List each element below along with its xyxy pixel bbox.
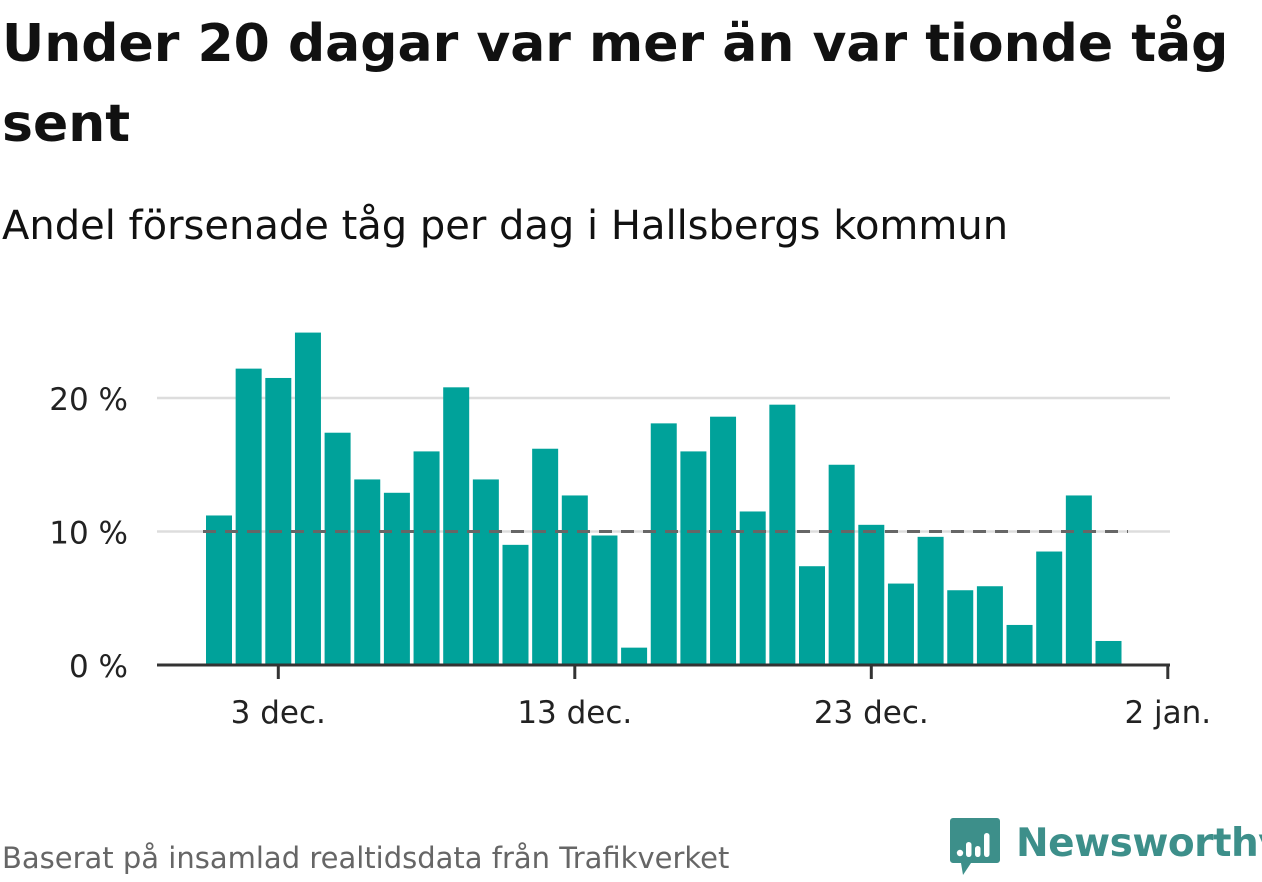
bar[interactable] <box>354 479 381 665</box>
y-tick-label: 10 % <box>49 516 128 552</box>
bar[interactable] <box>591 535 618 665</box>
bar[interactable] <box>710 416 737 665</box>
brand[interactable]: Newsworthy <box>950 818 1262 882</box>
bar[interactable] <box>947 590 974 665</box>
bar[interactable] <box>887 583 914 665</box>
y-tick-label: 0 % <box>69 649 128 685</box>
x-tick-label: 2 jan. <box>1124 695 1211 731</box>
x-tick-label: 23 dec. <box>814 695 929 731</box>
x-axis-labels: 3 dec. 13 dec. 23 dec. 2 jan. <box>231 695 1211 731</box>
bar[interactable] <box>413 451 440 665</box>
bar[interactable] <box>976 586 1003 665</box>
bar[interactable] <box>265 377 292 665</box>
x-tick-label: 13 dec. <box>517 695 632 731</box>
bar[interactable] <box>858 524 885 665</box>
bars <box>206 332 1122 665</box>
y-tick-label: 20 % <box>49 382 128 418</box>
bar[interactable] <box>680 451 707 665</box>
bar[interactable] <box>1095 640 1122 665</box>
y-axis-labels: 0 % 10 % 20 % <box>49 382 128 685</box>
bar[interactable] <box>294 332 321 665</box>
bar[interactable] <box>650 423 677 665</box>
bar[interactable] <box>235 368 262 665</box>
chart-subtitle: Andel försenade tåg per dag i Hallsbergs… <box>2 203 1009 249</box>
bar[interactable] <box>1036 551 1063 665</box>
bar[interactable] <box>502 544 529 665</box>
bar[interactable] <box>739 511 766 665</box>
bar[interactable] <box>799 566 825 665</box>
bar[interactable] <box>206 515 232 665</box>
bar[interactable] <box>532 448 559 665</box>
x-axis <box>157 663 1170 679</box>
bar[interactable] <box>1006 624 1033 665</box>
bar[interactable] <box>383 492 410 665</box>
newsworthy-logo-icon <box>950 818 1000 875</box>
bar[interactable] <box>324 432 351 665</box>
bar[interactable] <box>621 647 648 665</box>
bar[interactable] <box>472 479 499 665</box>
x-tick-label: 3 dec. <box>231 695 326 731</box>
brand-name: Newsworthy <box>1016 821 1262 866</box>
bar[interactable] <box>443 387 470 665</box>
bar[interactable] <box>561 495 588 665</box>
bar[interactable] <box>917 536 944 665</box>
bar[interactable] <box>828 464 855 665</box>
bar[interactable] <box>769 404 796 665</box>
chart-title: Under 20 dagar var mer än var tionde tåg… <box>2 14 1229 154</box>
bar[interactable] <box>1065 495 1092 665</box>
source-note: Baserat på insamlad realtidsdata från Tr… <box>2 841 730 875</box>
